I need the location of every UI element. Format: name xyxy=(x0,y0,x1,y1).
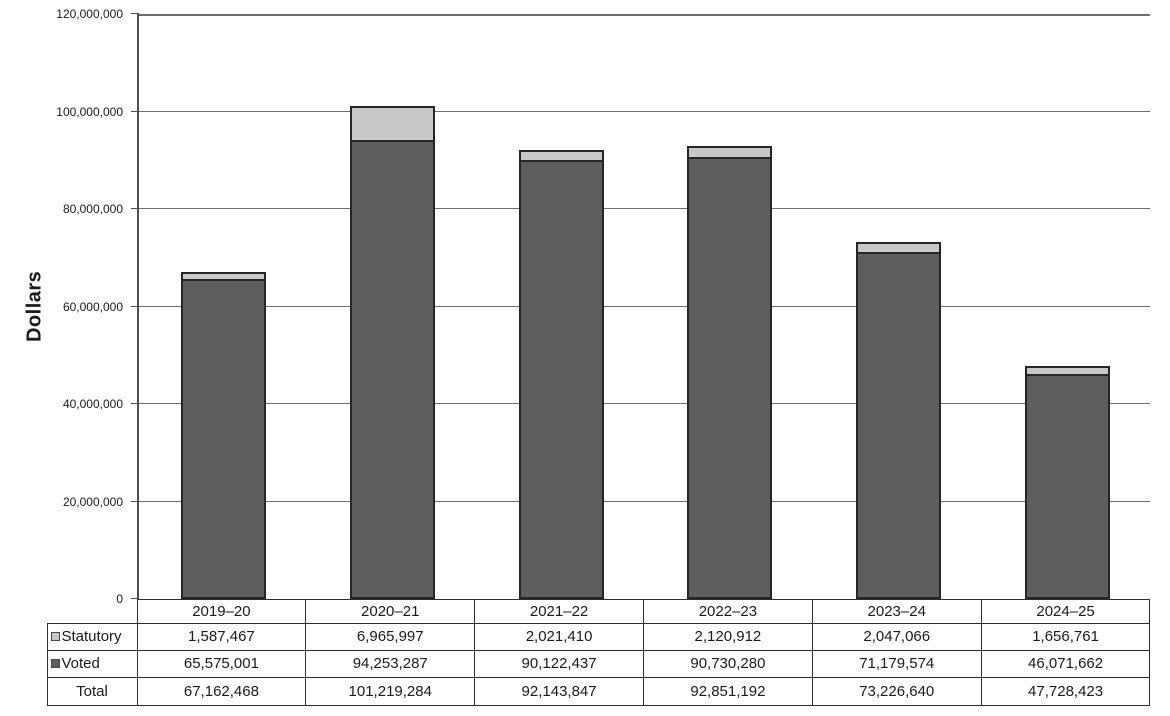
y-tick-label: 120,000,000 xyxy=(56,7,123,21)
legend-swatch-voted xyxy=(50,659,60,668)
bar-segment-statutory-2023–24 xyxy=(856,242,942,252)
row-label-total: Total xyxy=(46,676,138,706)
bar-segment-voted-2023–24 xyxy=(856,252,942,599)
year-header-cell: 2019–20 xyxy=(136,598,307,624)
value-cell-statutory: 6,965,997 xyxy=(305,622,476,651)
y-tick-mark xyxy=(131,305,139,307)
y-tick-label: 20,000,000 xyxy=(62,494,123,509)
gridline-80000000 xyxy=(139,208,1150,210)
value-cell-statutory: 2,120,912 xyxy=(642,622,813,651)
value-cell-voted: 90,122,437 xyxy=(474,649,644,678)
y-tick-mark xyxy=(131,13,139,15)
bar-segment-statutory-2020–21 xyxy=(349,105,435,140)
value-cell-total: 92,143,847 xyxy=(474,676,644,706)
gridline-120000000 xyxy=(139,14,1150,16)
value-cell-voted: 46,071,662 xyxy=(980,649,1151,678)
y-tick-mark xyxy=(131,403,139,405)
year-header-cell: 2021–22 xyxy=(474,598,644,624)
bar-segment-statutory-2019–20 xyxy=(180,271,266,280)
bar-2021–22 xyxy=(518,149,604,599)
bar-2022–23 xyxy=(687,146,773,599)
y-tick-label: 0 xyxy=(116,592,123,606)
value-cell-total: 92,851,192 xyxy=(642,676,813,706)
bar-segment-voted-2024–25 xyxy=(1025,374,1111,599)
gridline-40000000 xyxy=(139,403,1150,405)
bar-2020–21 xyxy=(349,105,435,599)
gridline-20000000 xyxy=(139,500,1150,502)
bar-2023–24 xyxy=(856,242,942,599)
y-tick-label: 40,000,000 xyxy=(62,397,123,411)
plot-area xyxy=(131,13,1150,600)
value-cell-total: 73,226,640 xyxy=(811,676,982,706)
bar-segment-voted-2020–21 xyxy=(349,139,435,599)
bar-segment-voted-2021–22 xyxy=(518,159,604,599)
y-tick-label: 60,000,000 xyxy=(62,299,123,314)
y-tick-mark xyxy=(131,500,139,502)
table-corner-spacer xyxy=(47,599,137,623)
gridline-60000000 xyxy=(139,305,1150,307)
year-header-cell: 2024–25 xyxy=(980,598,1151,624)
value-cell-total: 67,162,468 xyxy=(136,676,307,706)
year-header-cell: 2022–23 xyxy=(642,598,813,624)
bar-2024–25 xyxy=(1025,366,1111,599)
bar-segment-statutory-2022–23 xyxy=(687,146,773,157)
row-label-text: Total xyxy=(76,682,108,700)
row-label-text: Statutory xyxy=(61,628,122,645)
row-label-text: Voted xyxy=(61,655,100,672)
value-cell-total: 101,219,284 xyxy=(305,676,476,706)
value-cell-total: 47,728,423 xyxy=(980,676,1151,706)
y-tick-mark xyxy=(131,208,139,210)
value-cell-statutory: 1,587,467 xyxy=(136,622,307,651)
value-cell-voted: 94,253,287 xyxy=(305,649,476,678)
value-cell-voted: 90,730,280 xyxy=(642,649,813,678)
value-cell-voted: 71,179,574 xyxy=(811,649,982,678)
y-tick-label: 100,000,000 xyxy=(56,104,123,119)
data-table: 2019–20 2020–21 2021–22 2022–23 2023–24 2024–… xyxy=(46,598,1151,706)
year-header-cell: 2020–21 xyxy=(305,598,476,624)
value-cell-statutory: 2,021,410 xyxy=(474,622,644,651)
value-cell-voted: 65,575,001 xyxy=(136,649,307,678)
y-tick-mark xyxy=(131,598,139,600)
bar-segment-statutory-2021–22 xyxy=(518,149,604,160)
y-axis-tick-labels: 0 20,000,000 40,000,000 60,000,000 80,000,00… xyxy=(0,7,129,606)
bar-segment-statutory-2024–25 xyxy=(1025,366,1111,375)
year-header-cell: 2023–24 xyxy=(811,598,982,624)
value-cell-statutory: 1,656,761 xyxy=(980,622,1151,651)
y-tick-mark xyxy=(131,110,139,112)
bar-2019–20 xyxy=(180,271,266,599)
y-tick-label: 80,000,000 xyxy=(62,202,123,216)
bar-segment-voted-2019–20 xyxy=(180,279,266,599)
bar-segment-voted-2022–23 xyxy=(687,156,773,599)
gridline-100000000 xyxy=(139,110,1150,112)
row-label-voted: Voted xyxy=(46,649,138,678)
legend-swatch-statutory xyxy=(50,632,60,641)
row-label-statutory: Statutory xyxy=(46,622,138,651)
value-cell-statutory: 2,047,066 xyxy=(811,622,982,651)
